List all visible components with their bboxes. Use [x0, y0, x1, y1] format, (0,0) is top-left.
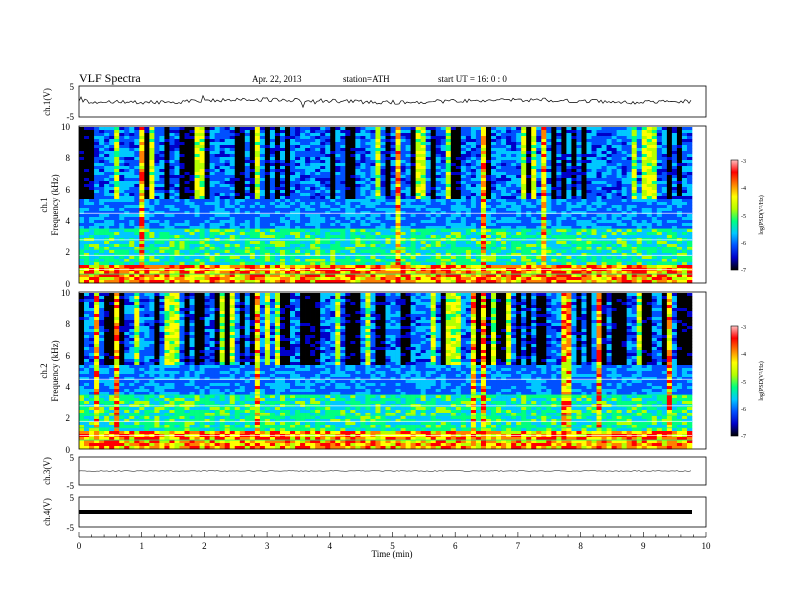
ch1-waveform-panel: 5 -5 ch.1(V) — [42, 82, 707, 122]
figure-title: VLF Spectra — [79, 71, 141, 85]
ch2-spectrogram-panel: 0 2 4 6 8 10 ch.2 Frequency (kHz) — [39, 288, 707, 455]
station-label: station=ATH — [343, 74, 390, 84]
start-time-label: start UT = 16: 0 : 0 — [438, 74, 507, 84]
ch2-spectrogram-yticks: 0 2 4 6 8 10 — [61, 288, 71, 455]
date-label: Apr. 22, 2013 — [252, 74, 302, 84]
ch2-ytick-4: 4 — [66, 382, 71, 392]
ch2-ytick-0: 0 — [66, 445, 71, 455]
ch1-ytick-6: 6 — [66, 185, 71, 195]
ch1-colorbar: -3 -4 -5 -6 -7 log(PSD(V²/Hz) — [730, 159, 765, 274]
ch2-ytick-10: 10 — [61, 288, 71, 298]
xtick-4: 4 — [328, 541, 333, 551]
ch1-waveform-ylabel: ch.1(V) — [42, 88, 52, 116]
xtick-1: 1 — [139, 541, 144, 551]
ch4-waveform-trace — [79, 510, 692, 514]
ch3-waveform-panel: 5 -5 ch.3(V) — [42, 453, 707, 491]
ch1-spectrogram-yticks: 0 2 4 6 8 10 — [61, 122, 71, 289]
ch3-ytick-bottom: -5 — [67, 481, 75, 491]
ch1-spectrogram-cells — [79, 127, 693, 284]
ch2-cbtick-m6: -6 — [741, 407, 746, 413]
ch1-ytick-8: 8 — [66, 153, 71, 163]
ch2-colorbar-label: log(PSD(V²/Hz) — [758, 361, 765, 400]
time-axis: 0 1 2 3 4 5 6 7 8 9 10 Time (min) — [77, 532, 711, 559]
ch4-ytick-top: 5 — [70, 493, 75, 503]
ch1-ytick-top: 5 — [70, 82, 75, 92]
ch2-spectrogram-frame — [78, 291, 707, 450]
xtick-0: 0 — [77, 541, 82, 551]
xtick-6: 6 — [453, 541, 458, 551]
ch2-ytick-6: 6 — [66, 351, 71, 361]
ch4-ytick-bottom: -5 — [67, 523, 75, 533]
ch2-colorbar: -3 -4 -5 -6 -7 log(PSD(V²/Hz) — [730, 325, 765, 440]
time-axis-tick-labels: 0 1 2 3 4 5 6 7 8 9 10 — [77, 541, 711, 551]
ch1-cbtick-m5: -5 — [741, 214, 746, 220]
ch2-ytick-2: 2 — [66, 413, 71, 423]
ch1-spectrogram-ylabel: Frequency (kHz) — [50, 174, 60, 235]
xtick-3: 3 — [265, 541, 270, 551]
ch4-waveform-ylabel: ch.4(V) — [42, 498, 52, 526]
ch1-waveform-trace — [78, 94, 692, 109]
ch3-waveform-trace — [78, 470, 692, 472]
ch2-spectrogram-ylabel: Frequency (kHz) — [50, 340, 60, 401]
xtick-9: 9 — [641, 541, 646, 551]
ch1-waveform-frame — [78, 85, 707, 118]
ch1-ytick-2: 2 — [66, 247, 71, 257]
ch2-ytick-8: 8 — [66, 319, 71, 329]
xtick-8: 8 — [578, 541, 583, 551]
ch2-spectrogram-cells — [79, 293, 693, 450]
ch4-waveform-panel: 5 -5 ch.4(V) — [42, 493, 707, 533]
time-axis-ticks — [78, 532, 707, 537]
ch2-colorbar-scale — [730, 325, 739, 437]
ch3-ytick-top: 5 — [70, 453, 75, 463]
ch2-cbtick-m7: -7 — [741, 434, 746, 440]
ch1-ytick-0: 0 — [66, 279, 71, 289]
ch1-ytick-bottom: -5 — [67, 112, 75, 122]
xtick-2: 2 — [202, 541, 207, 551]
ch1-cbtick-m6: -6 — [741, 241, 746, 247]
ch1-ytick-4: 4 — [66, 216, 71, 226]
ch1-colorbar-label: log(PSD(V²/Hz) — [758, 195, 765, 234]
ch2-spectrogram-channel-label: ch.2 — [39, 363, 49, 378]
ch2-cbtick-m3: -3 — [741, 325, 746, 331]
ch1-cbtick-m3: -3 — [741, 159, 746, 165]
ch1-cbtick-m4: -4 — [741, 186, 746, 192]
ch1-colorbar-scale — [730, 159, 739, 271]
ch1-ytick-10: 10 — [61, 122, 71, 132]
ch2-cbtick-m5: -5 — [741, 380, 746, 386]
ch1-cbtick-m7: -7 — [741, 268, 746, 274]
xtick-10: 10 — [702, 541, 712, 551]
ch1-spectrogram-channel-label: ch.1 — [39, 197, 49, 212]
ch1-spectrogram-panel: 0 2 4 6 8 10 ch.1 Frequency (kHz) — [39, 122, 707, 289]
xtick-5: 5 — [390, 541, 395, 551]
ch1-spectrogram-frame — [78, 125, 707, 284]
time-axis-label: Time (min) — [372, 549, 413, 559]
ch2-cbtick-m4: -4 — [741, 352, 746, 358]
xtick-7: 7 — [516, 541, 521, 551]
ch3-waveform-ylabel: ch.3(V) — [42, 457, 52, 485]
